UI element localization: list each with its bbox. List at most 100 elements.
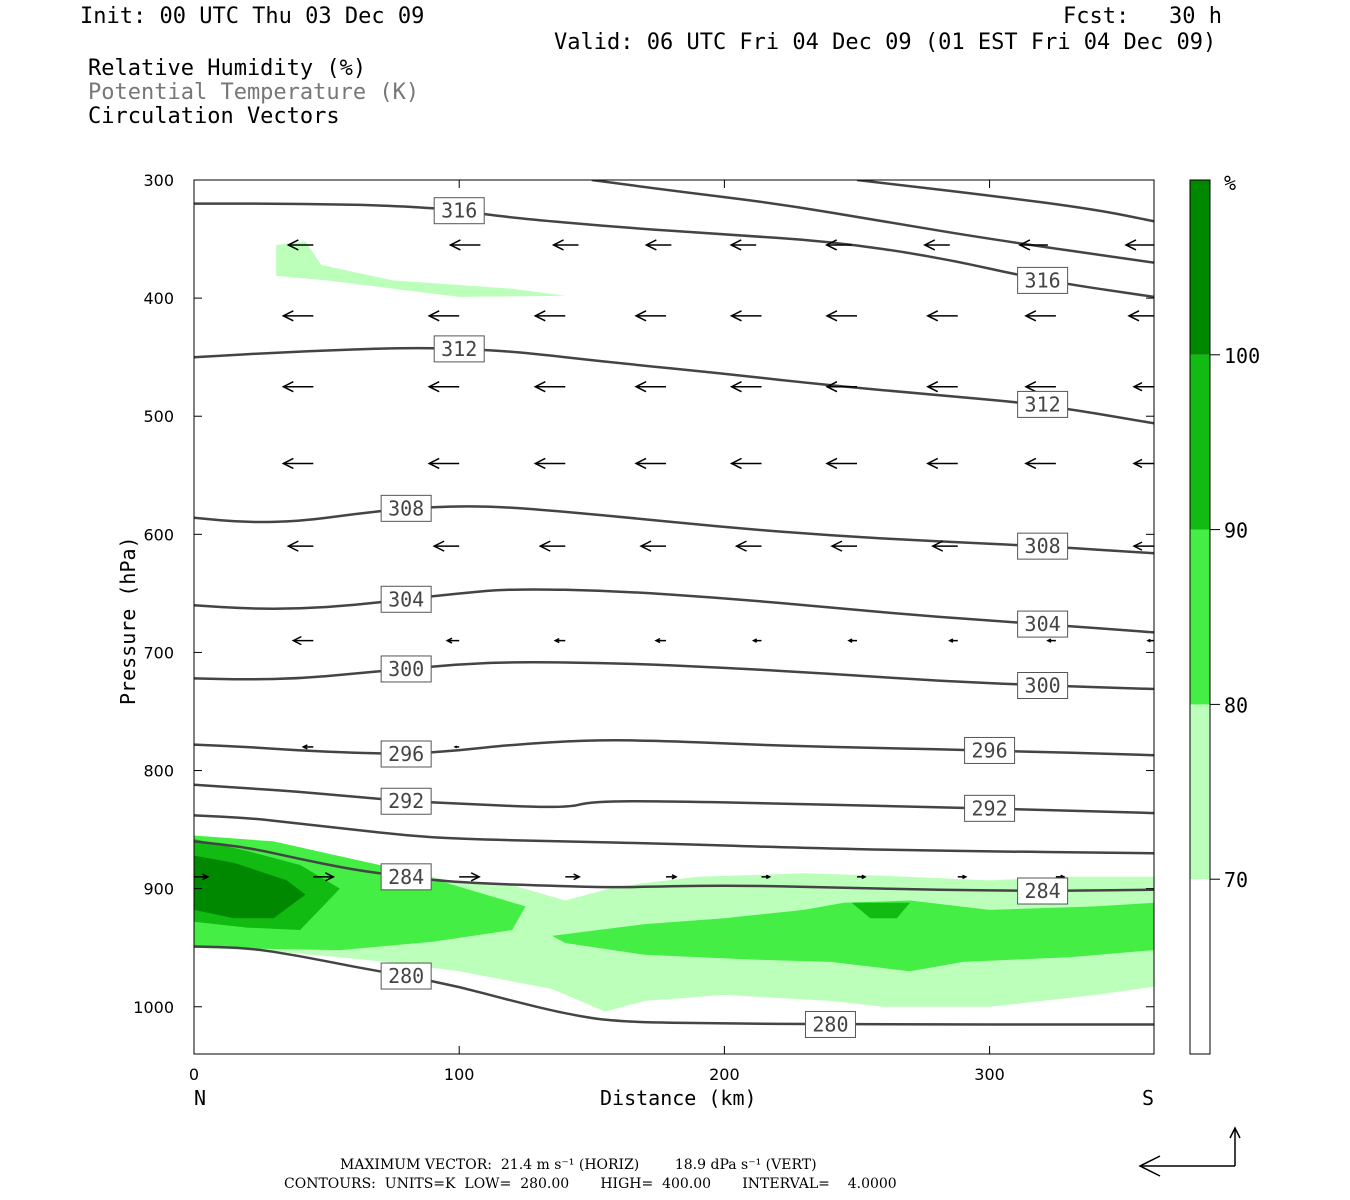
vector-arrow (825, 381, 857, 393)
vector-arrow (565, 873, 581, 881)
forecast-hour: Fcst: 30 h (1063, 4, 1222, 29)
svg-text:296: 296 (388, 742, 424, 766)
y-tick-label: 800 (143, 762, 174, 781)
contour-label-308: 308 (380, 494, 432, 522)
theta-contour-308 (194, 505, 1154, 555)
max-vector-note: MAXIMUM VECTOR: 21.4 m s⁻¹ (HORIZ) 18.9 … (340, 1157, 817, 1173)
contour-info-note: CONTOURS: UNITS=K LOW= 280.00 HIGH= 400.… (284, 1176, 897, 1192)
vector-arrow (453, 745, 460, 749)
colorbar-label: 80 (1224, 693, 1248, 717)
vector-arrow (830, 540, 857, 552)
theta-contour-320 (591, 180, 1154, 264)
vector-arrow (729, 457, 762, 470)
vector-arrow (729, 239, 757, 251)
svg-text:280: 280 (812, 1012, 848, 1036)
vector-arrow (926, 381, 958, 393)
svg-text:312: 312 (441, 337, 477, 361)
contour-label-300: 300 (1017, 672, 1069, 700)
vector-arrow (1124, 239, 1154, 251)
contour-label-280: 280 (804, 1010, 856, 1038)
vector-arrow (291, 635, 314, 646)
circulation-vectors (114, 239, 1162, 882)
theta-contour-304 (194, 588, 1154, 634)
colorbar-segment (1190, 354, 1210, 530)
vector-arrow (1024, 381, 1056, 393)
svg-text:300: 300 (388, 657, 424, 681)
vector-arrow (666, 874, 678, 880)
theta-contour-284 (194, 840, 1154, 892)
svg-text:308: 308 (388, 496, 424, 520)
field-rh-title: Relative Humidity (%) (88, 56, 367, 81)
svg-text:296: 296 (972, 738, 1008, 762)
vector-arrow (729, 381, 762, 393)
x-end-label-south: S (1142, 1086, 1154, 1110)
theta-contour-324 (856, 180, 1154, 223)
y-tick-label: 300 (143, 171, 174, 190)
init-time: Init: 00 UTC Thu 03 Dec 09 (80, 4, 425, 29)
vector-arrow (313, 872, 336, 882)
field-vectors-title: Circulation Vectors (88, 104, 340, 129)
vector-arrow (1046, 638, 1056, 643)
reference-vector-icon (1138, 1126, 1241, 1177)
contour-labels: 280 280 284 284 292 292 296 296 300 300 304 304 308 3… (380, 197, 1069, 1038)
contour-label-296: 296 (380, 740, 432, 768)
vector-arrow (114, 311, 194, 321)
svg-text:304: 304 (388, 587, 424, 611)
vector-arrow (654, 637, 667, 644)
x-tick-label: 200 (709, 1065, 740, 1084)
y-tick-label: 500 (143, 407, 174, 426)
colorbar-segment (1190, 704, 1210, 880)
contour-label-312: 312 (433, 335, 485, 363)
vector-arrow (551, 239, 579, 251)
theta-contour-300 (194, 661, 1154, 691)
vector-arrow (1154, 875, 1162, 878)
svg-text:304: 304 (1025, 612, 1061, 636)
y-axis-label: Pressure (hPa) (116, 536, 140, 705)
contour-label-316: 316 (1017, 266, 1069, 294)
svg-text:300: 300 (1025, 674, 1061, 698)
theta-contours (194, 180, 1154, 1026)
colorbar-segment (1190, 529, 1210, 705)
vector-arrow (923, 239, 950, 251)
theta-contour-312 (194, 346, 1154, 425)
rh-region-90 (851, 902, 910, 919)
vector-arrow (856, 874, 867, 880)
svg-text:312: 312 (1025, 392, 1061, 416)
vector-arrow (286, 239, 314, 251)
svg-text:316: 316 (441, 199, 477, 223)
contour-label-316: 316 (433, 197, 485, 225)
vector-arrow (1024, 457, 1056, 470)
svg-text:284: 284 (388, 865, 424, 889)
vector-arrow (533, 310, 566, 322)
vector-arrow (931, 540, 958, 552)
vector-arrow (634, 310, 667, 322)
vector-arrow (644, 239, 672, 251)
vector-arrow (194, 873, 210, 881)
vector-arrow (639, 540, 667, 552)
axes: 300 400 500 600 700 800 900 1000 0 100 200 300 (133, 171, 1154, 1084)
contour-label-300: 300 (380, 655, 432, 683)
vector-arrow (825, 310, 857, 322)
vector-arrow (734, 540, 762, 552)
vector-arrow (634, 381, 667, 393)
vector-arrow (180, 744, 194, 750)
x-tick-label: 300 (974, 1065, 1005, 1084)
contour-label-284: 284 (380, 863, 432, 891)
contour-label-308: 308 (1017, 532, 1069, 560)
theta-contour-288 (194, 814, 1154, 855)
x-tick-label: 100 (444, 1065, 475, 1084)
rh-region-100 (194, 855, 306, 919)
vector-arrow (948, 638, 958, 643)
vector-arrow (538, 540, 566, 552)
colorbar-label: 100 (1224, 344, 1260, 368)
field-theta-title: Potential Temperature (K) (88, 80, 420, 105)
vector-arrow (459, 872, 481, 882)
rh-region-70 (276, 241, 566, 297)
vector-arrow (427, 381, 460, 393)
vector-arrow (281, 310, 314, 322)
vector-arrow (114, 458, 194, 468)
vector-arrow (1146, 638, 1154, 643)
x-end-label-north: N (194, 1086, 206, 1110)
svg-text:284: 284 (1025, 879, 1061, 903)
